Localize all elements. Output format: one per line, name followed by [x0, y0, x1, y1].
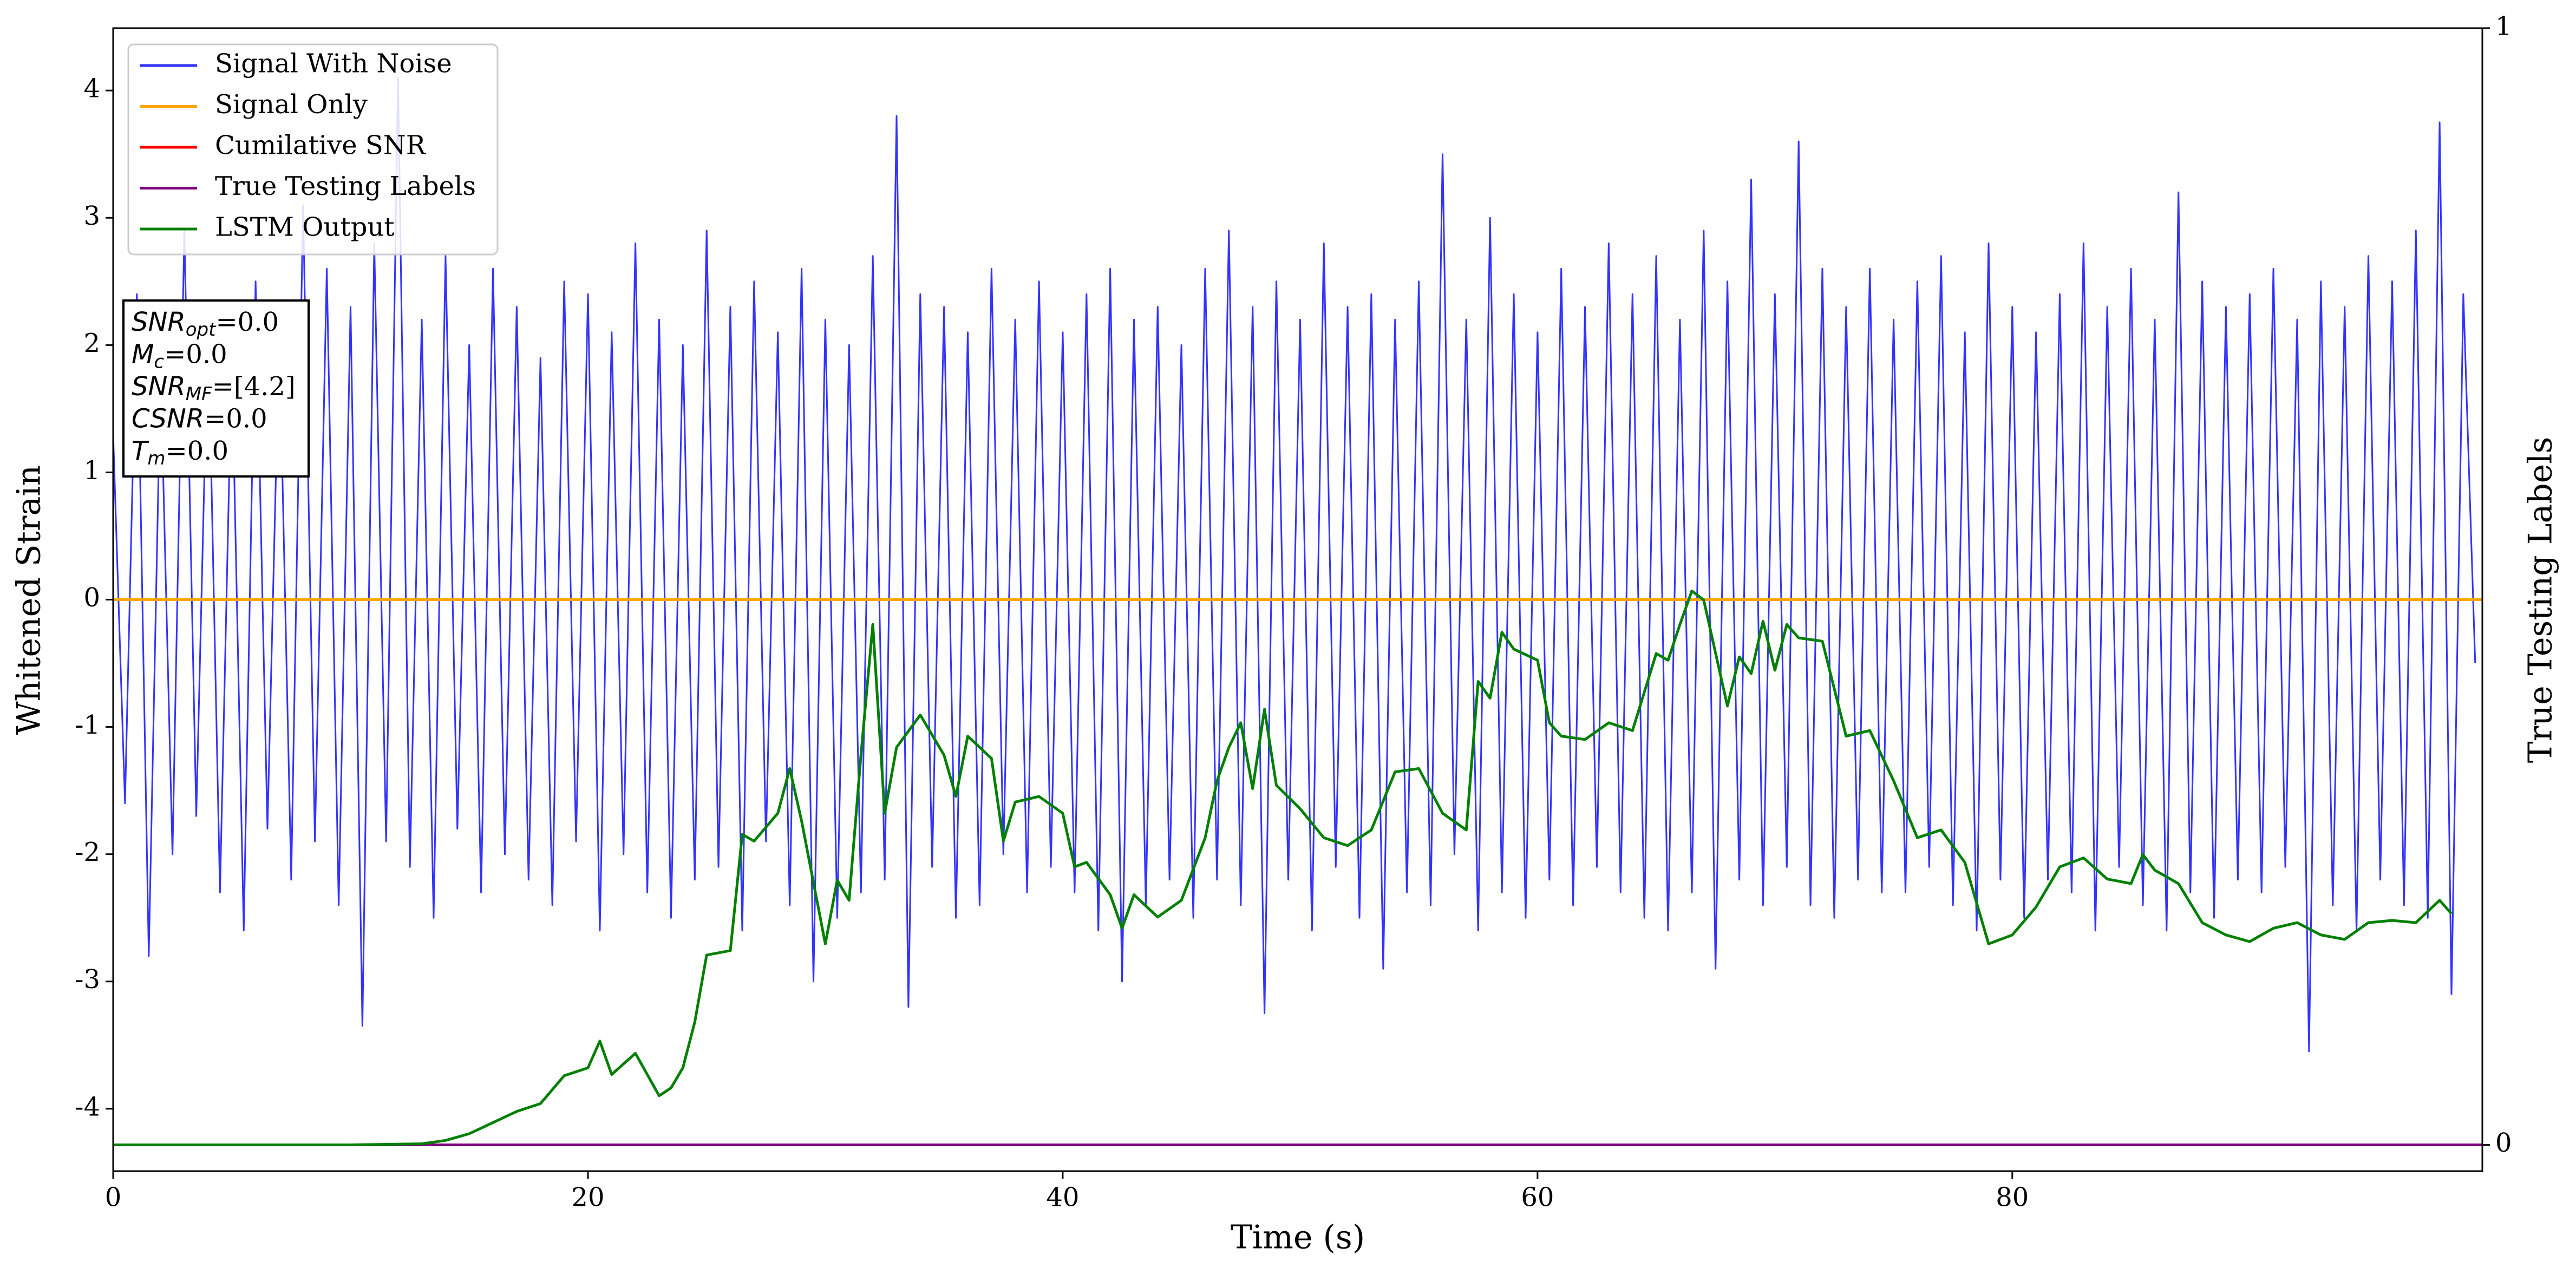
annotation-line: CSNR=0.0 — [132, 403, 267, 434]
annotation-frame — [122, 299, 310, 478]
annotation-subscript: opt — [186, 319, 217, 341]
y2-tick-label: 0 — [2495, 1128, 2512, 1158]
annotation-symbol: CSNR — [132, 404, 204, 434]
annotation-line: SNRMF=[4.2] — [132, 371, 296, 405]
y-tick-label: 3 — [83, 201, 100, 231]
y2-tick-label: 1 — [2495, 11, 2512, 42]
annotation-text: =0.0 — [164, 339, 227, 369]
x-tick-label: 40 — [1046, 1182, 1079, 1213]
plot-area — [113, 77, 2482, 1146]
annotation-subscript: MF — [186, 383, 212, 405]
annotation-symbol: SNR — [132, 371, 186, 402]
y-tick-label: -1 — [75, 710, 100, 740]
annotation-text: =[4.2] — [212, 371, 296, 402]
annotation-line: Tm=0.0 — [132, 436, 228, 469]
y-tick-label: 1 — [83, 455, 100, 486]
legend-label: LSTM Output — [215, 212, 395, 243]
y-tick-label: -3 — [75, 964, 100, 995]
y-tick-label: 0 — [83, 583, 100, 613]
series-line — [113, 590, 2453, 1146]
annotation-box: SNRopt=0.0Mc=0.0SNRMF=[4.2]CSNR=0.0Tm=0.… — [122, 299, 310, 478]
annotation-symbol: M — [132, 339, 154, 370]
y2-axis-label: True Testing Labels — [2522, 437, 2560, 763]
legend-label: True Testing Labels — [215, 171, 476, 201]
annotation-text: =0.0 — [165, 436, 228, 466]
legend-frame — [127, 43, 499, 256]
legend: Signal With Noise Signal Only Cumilative S… — [127, 43, 499, 256]
annotation-line: SNRopt=0.0 — [132, 307, 279, 341]
annotation-subscript: c — [154, 351, 164, 373]
annotation-symbol: T — [132, 436, 149, 466]
y-tick-label: -4 — [75, 1092, 100, 1122]
annotation-subscript: m — [147, 448, 165, 469]
legend-label: Cumilative SNR — [215, 130, 427, 161]
annotation-line: Mc=0.0 — [132, 339, 227, 373]
x-tick-label: 80 — [1996, 1182, 2029, 1213]
y-tick-label: -2 — [75, 837, 100, 867]
annotation-symbol: SNR — [132, 307, 186, 337]
x-tick-label: 60 — [1521, 1182, 1554, 1213]
annotation-text: =0.0 — [215, 307, 279, 337]
y-tick-label: 4 — [83, 74, 100, 104]
legend-label: Signal Only — [215, 89, 368, 120]
legend-label: Signal With Noise — [215, 49, 452, 79]
x-axis-label: Time (s) — [1231, 1219, 1365, 1257]
y-tick-label: 2 — [83, 328, 100, 358]
x-tick-label: 20 — [571, 1182, 604, 1213]
x-tick-label: 0 — [105, 1182, 122, 1213]
annotation-text: =0.0 — [204, 403, 267, 434]
y-axis-label: Whitened Strain — [10, 465, 48, 735]
